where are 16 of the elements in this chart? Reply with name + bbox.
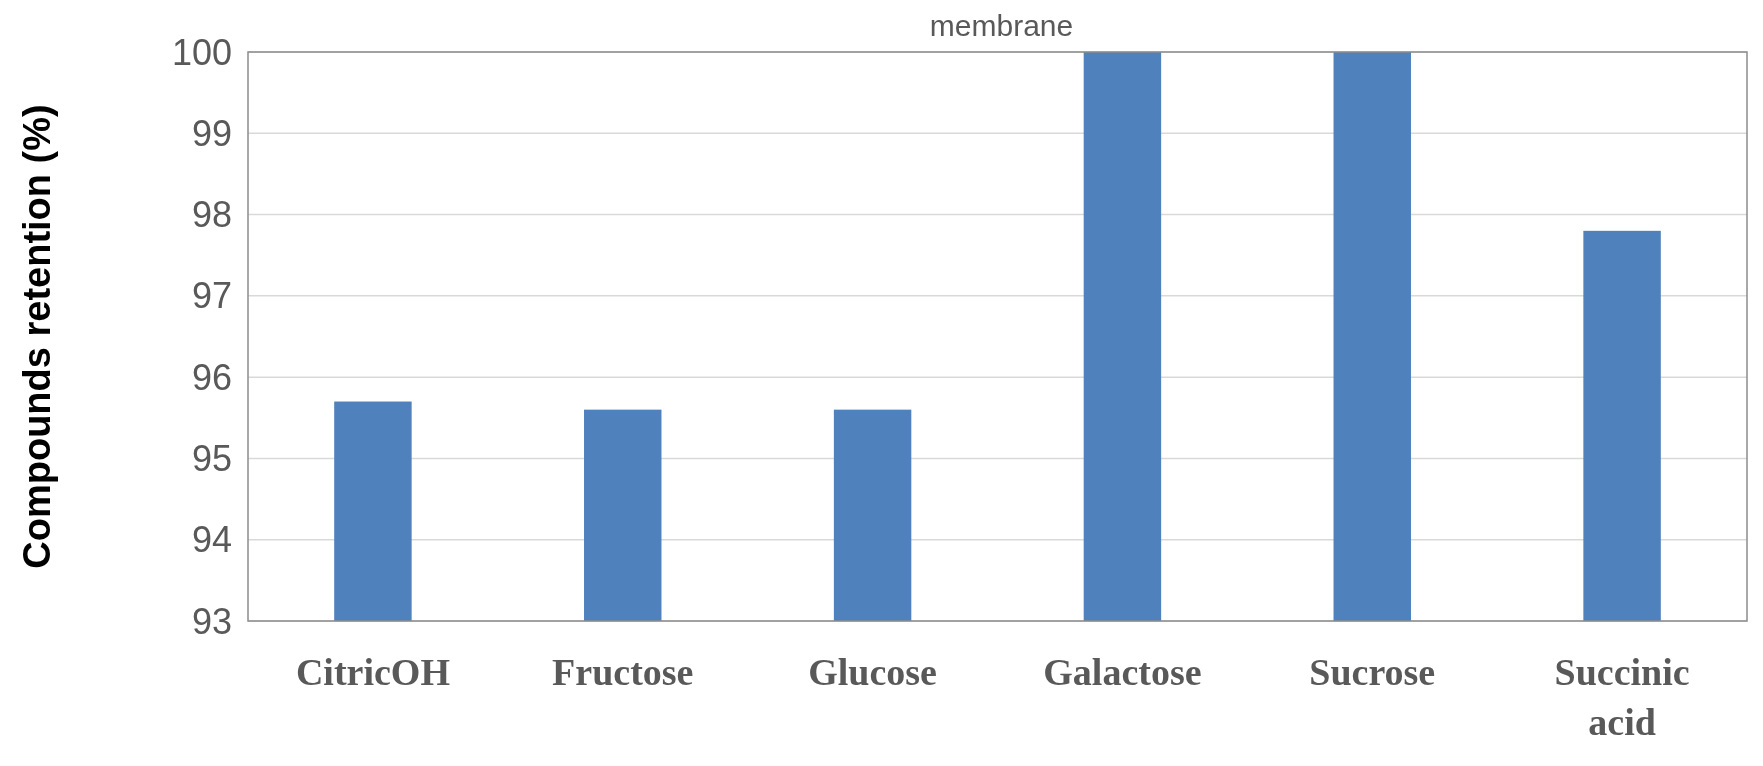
y-tick-label: 94 [191,519,232,561]
x-tick-label: Glucose [808,651,937,693]
y-tick-label: 97 [191,275,232,317]
y-tick-label: 93 [191,600,232,642]
y-axis-title: Compounds retention (%) [16,104,58,569]
x-tick-label: Fructose [552,651,694,693]
chart-title: membrane [929,9,1074,42]
y-tick-label: 95 [191,438,232,480]
y-tick-label: 99 [191,112,232,154]
x-tick-label: Succinic acid [1554,651,1690,743]
x-tick-label: CitricOH [295,651,450,693]
y-tick-label: 98 [191,194,232,236]
y-tick-label: 96 [191,356,232,398]
x-tick-label: Galactose [1043,651,1202,693]
y-tick-label: 100 [171,31,232,73]
x-tick-label: Sucrose [1309,651,1436,693]
